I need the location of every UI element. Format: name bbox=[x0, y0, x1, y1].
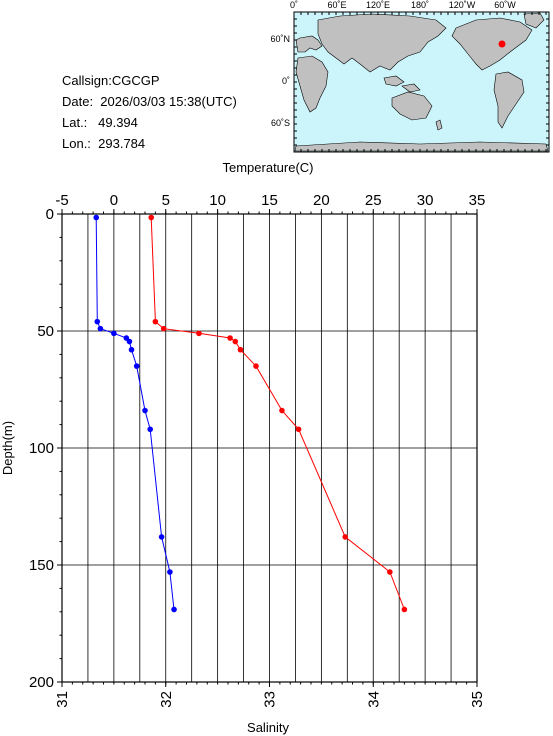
temperature-tick-label: 0 bbox=[110, 192, 118, 209]
station-info: Callsign:CGCGP Date: 2026/03/03 15:38(UT… bbox=[62, 70, 237, 154]
temperature-data-point bbox=[152, 318, 159, 325]
temperature-data-point bbox=[160, 325, 167, 332]
salinity-data-point bbox=[94, 318, 101, 325]
map-lon-label: 60˚W bbox=[494, 0, 516, 10]
depth-tick-label: 100 bbox=[29, 440, 54, 457]
salinity-data-point bbox=[167, 569, 173, 575]
temperature-data-point bbox=[227, 335, 233, 341]
salinity-tick-label: 32 bbox=[158, 691, 175, 708]
temperature-tick-label: 25 bbox=[365, 192, 382, 209]
depth-tick-label: 50 bbox=[37, 323, 54, 340]
temperature-data-point bbox=[237, 346, 244, 353]
temperature-tick-label: 35 bbox=[469, 192, 486, 209]
map-lon-label: 120˚W bbox=[449, 0, 476, 10]
salinity-axis-label: Salinity bbox=[247, 720, 289, 735]
depth-tick-label: 0 bbox=[46, 206, 54, 223]
temperature-tick-label: -5 bbox=[55, 192, 68, 209]
map-lat-labels: 60˚N 0˚ 60˚S bbox=[270, 34, 290, 128]
date-text: Date: 2026/03/03 15:38(UTC) bbox=[62, 94, 237, 109]
depth-tick-label: 200 bbox=[29, 674, 54, 691]
temperature-data-point bbox=[295, 426, 302, 433]
callsign-text: Callsign:CGCGP bbox=[62, 73, 160, 88]
series-layer bbox=[93, 214, 408, 613]
salinity-data-point bbox=[147, 426, 153, 433]
map-lon-label: 0˚ bbox=[290, 0, 298, 10]
salinity-data-point bbox=[158, 534, 165, 540]
map-lat-label: 60˚S bbox=[271, 118, 290, 128]
map-lat-label: 60˚N bbox=[270, 34, 290, 44]
salinity-data-point bbox=[97, 325, 104, 332]
temperature-data-point bbox=[387, 569, 393, 575]
temperature-data-point bbox=[232, 338, 239, 345]
chart-grid bbox=[61, 214, 478, 682]
location-map: 0˚ 60˚E 120˚E 180˚ 120˚W 60˚W 60˚N 0˚ 60˚S bbox=[270, 0, 550, 153]
temperature-profile-line bbox=[150, 217, 405, 610]
map-ticks bbox=[293, 11, 549, 153]
temperature-tick-label: 30 bbox=[417, 192, 434, 209]
salinity-data-point bbox=[111, 330, 117, 337]
salinity-data-point bbox=[128, 346, 135, 353]
temperature-data-point bbox=[342, 534, 349, 540]
longitude-text: Lon.: 293.784 bbox=[62, 136, 146, 151]
salinity-data-point bbox=[133, 363, 140, 369]
temperature-data-point bbox=[148, 214, 155, 221]
map-lon-label: 120˚E bbox=[366, 0, 390, 10]
depth-tick-label: 150 bbox=[29, 557, 54, 574]
salinity-tick-label: 34 bbox=[365, 691, 382, 708]
salinity-tick-label: 33 bbox=[262, 691, 279, 708]
temperature-tick-label: 10 bbox=[209, 192, 226, 209]
temperature-data-point bbox=[401, 606, 408, 613]
temperature-data-point bbox=[279, 407, 285, 414]
salinity-data-point bbox=[171, 606, 177, 613]
salinity-ticks: 31 32 33 34 35 bbox=[54, 682, 486, 708]
salinity-data-point bbox=[126, 338, 133, 345]
temperature-tick-label: 20 bbox=[313, 192, 330, 209]
salinity-data-point bbox=[142, 407, 148, 414]
map-lon-label: 60˚E bbox=[327, 0, 346, 10]
map-lon-labels: 0˚ 60˚E 120˚E 180˚ 120˚W 60˚W bbox=[290, 0, 516, 10]
temperature-data-point bbox=[196, 330, 202, 337]
salinity-profile-line bbox=[95, 217, 175, 610]
map-lon-label: 180˚ bbox=[411, 0, 429, 10]
temperature-tick-label: 5 bbox=[162, 192, 170, 209]
temperature-ticks: -5 0 5 10 15 20 25 30 35 bbox=[55, 192, 485, 214]
salinity-data-point bbox=[93, 214, 100, 221]
map-lat-label: 0˚ bbox=[282, 76, 290, 86]
map-land bbox=[294, 12, 549, 152]
depth-ticks: 0 50 100 150 200 bbox=[29, 206, 62, 691]
depth-axis-label: Depth(m) bbox=[0, 421, 15, 475]
salinity-data-point bbox=[123, 335, 130, 341]
salinity-tick-label: 35 bbox=[469, 691, 486, 708]
plot-frame bbox=[61, 213, 478, 683]
salinity-tick-label: 31 bbox=[54, 691, 71, 708]
latitude-text: Lat.: 49.394 bbox=[62, 115, 138, 130]
temperature-data-point bbox=[253, 363, 259, 369]
station-marker bbox=[498, 40, 506, 48]
temperature-tick-label: 15 bbox=[261, 192, 278, 209]
